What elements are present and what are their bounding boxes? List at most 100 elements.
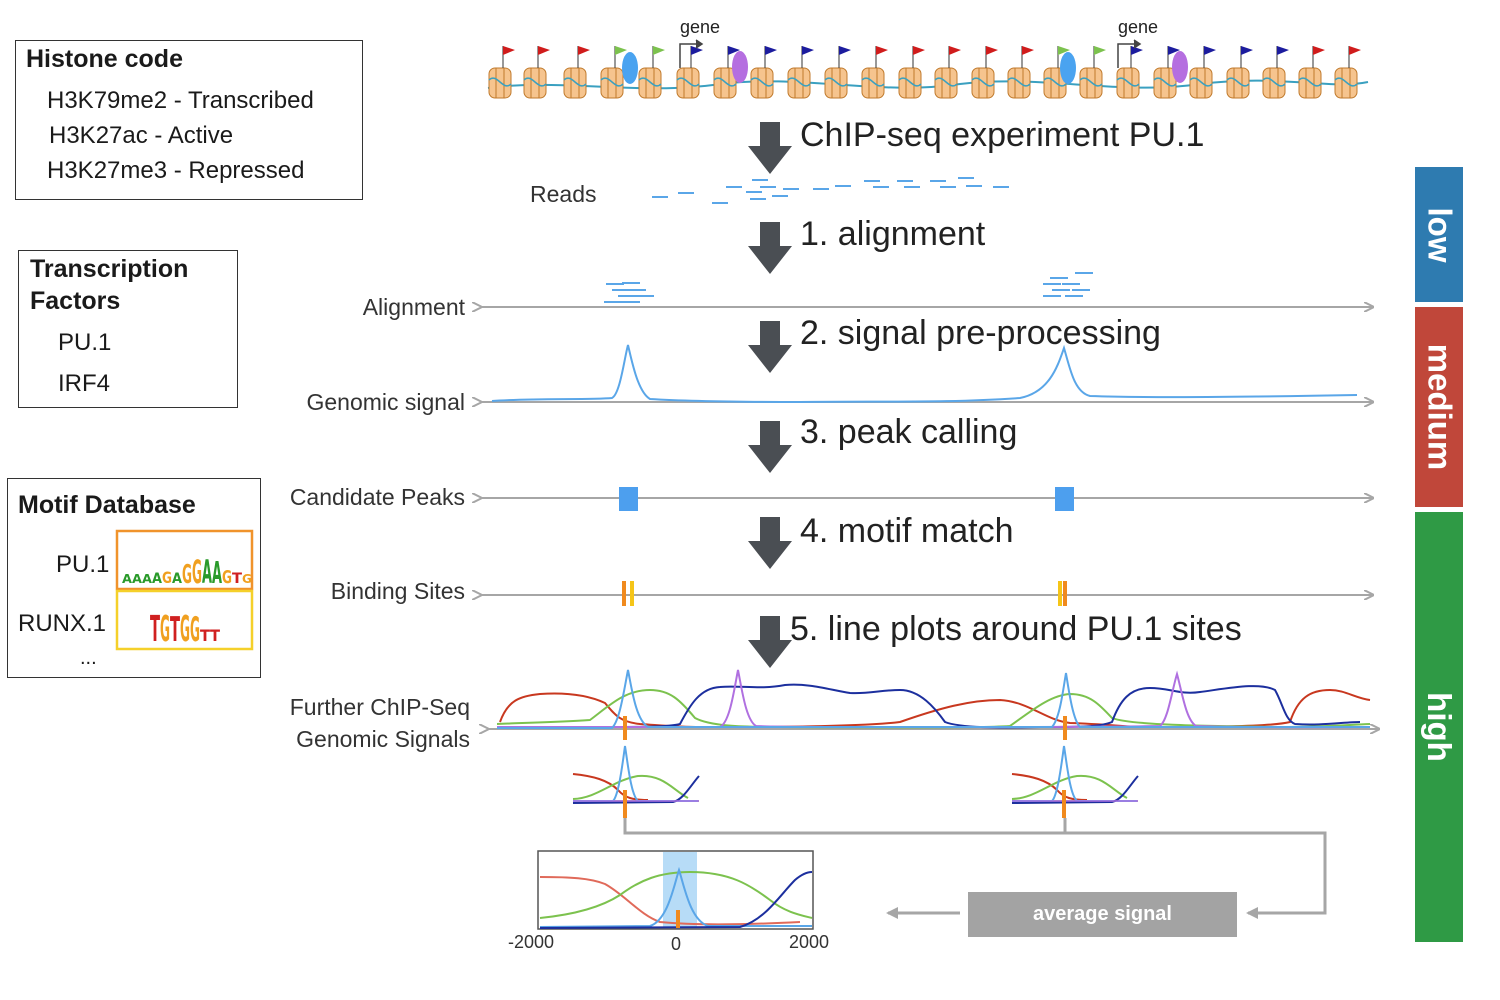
histone-mark-flag: [538, 46, 550, 55]
histone-mark-flag: [728, 46, 740, 55]
histone-item-h3k27me3: H3K27me3 - Repressed: [47, 157, 305, 184]
gene-label-1: gene: [680, 17, 720, 37]
tf-title-line2: Factors: [30, 287, 121, 315]
nucleosome: [898, 67, 922, 99]
window-green: [572, 774, 689, 800]
nucleosome: [1334, 67, 1358, 99]
dna-wrap: [1334, 77, 1358, 87]
step-arrow: [748, 421, 792, 473]
histone-mark-flag: [949, 46, 961, 55]
histone-code-title: Histone code: [26, 45, 183, 73]
histone-mark-flag: [653, 46, 665, 55]
motif-letter: G: [180, 609, 190, 650]
motif-db-title: Motif Database: [18, 491, 196, 519]
histone-code-box: Histone code H3K79me2 - Transcribed H3K2…: [15, 40, 363, 200]
step-arrow: [748, 122, 792, 174]
histone-mark-flag: [876, 46, 888, 55]
step-peak-calling: 3. peak calling: [800, 413, 1018, 451]
nucleosome: [713, 67, 737, 99]
histone-mark-flag: [1313, 46, 1325, 55]
dna-wrap: [824, 77, 848, 87]
step-signal-preprocessing: 2. signal pre-processing: [800, 314, 1161, 352]
histone-mark-flag: [765, 46, 777, 55]
axis-tick-2000: 2000: [789, 932, 830, 952]
average-signal-curves: [539, 866, 813, 929]
histone-mark-flag: [615, 46, 627, 55]
motif-letter: A: [212, 556, 222, 591]
dna-wrap: [1007, 77, 1031, 87]
nucleosome: [638, 67, 662, 99]
window-navy: [1011, 775, 1139, 804]
window-plot-site-2: [1011, 745, 1139, 818]
motif-letter: T: [200, 626, 210, 645]
track-label-reads: Reads: [530, 181, 597, 207]
transcription-factors-box: Transcription Factors PU.1 IRF4: [18, 250, 238, 408]
nucleosome: [861, 67, 885, 99]
motif-more: ...: [80, 647, 97, 669]
signal-curve-purple: [497, 669, 1371, 729]
nucleosome: [750, 67, 774, 99]
histone-mark-flag: [1022, 46, 1034, 55]
aggregation-connector: [623, 818, 1327, 919]
motif-letter: G: [190, 610, 200, 650]
histone-mark-flag: [1058, 46, 1070, 55]
nucleosome: [1116, 67, 1140, 99]
motif-logo-runx1-frame: [115, 589, 254, 651]
dna-wrap: [563, 77, 587, 87]
nucleosome: [676, 67, 700, 99]
gene-arrow-2: [1117, 39, 1142, 68]
track-label-candidate-peaks: Candidate Peaks: [289, 484, 465, 510]
motif-letter: A: [132, 572, 143, 586]
nucleosome: [1262, 67, 1286, 99]
histone-item-h3k27ac: H3K27ac - Active: [49, 122, 234, 149]
histone-mark-flag: [1349, 46, 1361, 55]
window-site: [1062, 790, 1066, 818]
step-arrow: [748, 222, 792, 274]
histone-mark-flag: [913, 46, 925, 55]
histone-mark-flag: [802, 46, 814, 55]
candidate-peak-2: [1055, 487, 1074, 511]
histone-mark-flag: [986, 46, 998, 55]
dna-wrap: [1226, 77, 1250, 87]
nucleosome: [934, 67, 958, 99]
track-label-genomic-signal: Genomic signal: [306, 389, 465, 415]
dna-wrap: [713, 77, 737, 87]
nucleosome: [1189, 67, 1213, 99]
dna-wrap: [600, 77, 624, 87]
motif-letter: A: [202, 553, 212, 591]
dna-wrap: [898, 77, 922, 87]
track-label-alignment: Alignment: [362, 294, 465, 320]
histone-item-h3k79me2: H3K79me2 - Transcribed: [47, 87, 314, 114]
motif-name-runx1: RUNX.1: [18, 610, 107, 637]
motif-letter: G: [160, 609, 170, 650]
binding-site-1b: [630, 581, 634, 606]
level-bar-low: low: [1415, 167, 1463, 302]
signal-curve-blue: [497, 669, 1370, 729]
histone-mark-flag: [839, 46, 851, 55]
track-label-further-line2: Genomic Signals: [296, 726, 470, 752]
dna-wrap: [861, 77, 885, 87]
tf-title-line1: Transcription: [30, 255, 189, 283]
dna-wrap: [523, 77, 547, 87]
transcription-factor: [1060, 52, 1076, 84]
window-plot-site-1: [572, 745, 700, 818]
dna-wrap: [1043, 77, 1067, 87]
reads-fragments: [652, 177, 1009, 204]
histone-mark-flag: [691, 46, 703, 55]
nucleosome: [971, 67, 995, 99]
nucleosome: [824, 67, 848, 99]
motif-letter: T: [170, 610, 180, 650]
nucleosome: [600, 67, 624, 99]
tf-item-pu1: PU.1: [58, 329, 112, 356]
nucleosome: [787, 67, 811, 99]
step-alignment: 1. alignment: [800, 215, 986, 253]
motif-letter: G: [222, 567, 232, 588]
window-blue: [1012, 745, 1137, 802]
step-chipseq-experiment: ChIP-seq experiment PU.1: [800, 116, 1205, 154]
nucleosome: [488, 67, 512, 99]
average-signal-box: average signal: [968, 892, 1237, 937]
nucleosome: [1007, 67, 1031, 99]
motif-letter: T: [210, 626, 220, 645]
